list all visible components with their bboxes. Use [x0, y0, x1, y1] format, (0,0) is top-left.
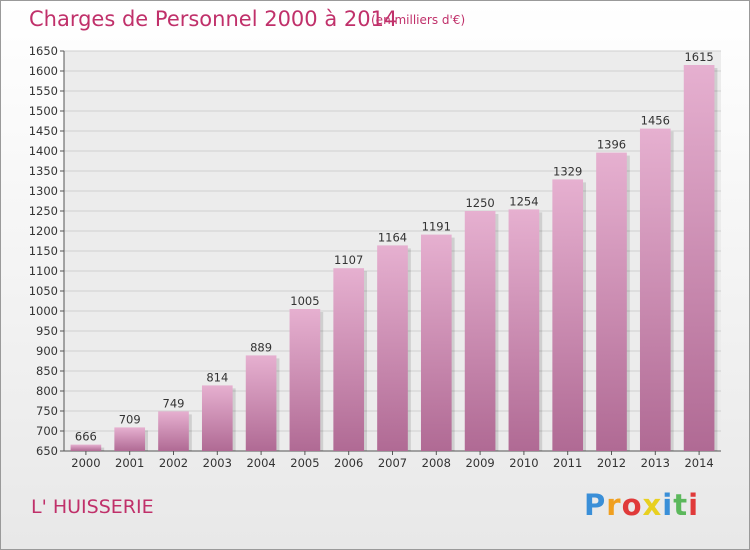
- x-tick-label: 2013: [641, 456, 670, 470]
- bar-value-label: 749: [163, 396, 185, 410]
- y-tick-label: 1150: [29, 244, 58, 258]
- bar-value-label: 1615: [684, 50, 713, 64]
- logo-letter: t: [673, 488, 689, 522]
- y-tick-label: 950: [36, 324, 58, 338]
- bar-value-label: 666: [75, 430, 97, 444]
- commune-name: L' HUISSERIE: [31, 496, 154, 518]
- x-tick-label: 2002: [159, 456, 188, 470]
- bar: [245, 355, 277, 451]
- bar-value-label: 1396: [597, 138, 626, 152]
- y-tick-label: 1300: [29, 184, 58, 198]
- bar: [464, 211, 496, 451]
- x-tick-label: 2012: [597, 456, 626, 470]
- proxiti-logo: Proxiti: [584, 488, 699, 522]
- bar: [333, 268, 365, 451]
- bar: [508, 209, 540, 451]
- bar-value-label: 1456: [641, 114, 670, 128]
- x-tick-label: 2008: [422, 456, 451, 470]
- x-tick-label: 2005: [290, 456, 319, 470]
- bar-value-label: 1254: [509, 194, 538, 208]
- y-tick-label: 1450: [29, 124, 58, 138]
- bar: [639, 128, 671, 451]
- logo-letter: x: [642, 488, 663, 522]
- y-tick-label: 1200: [29, 224, 58, 238]
- y-tick-label: 1350: [29, 164, 58, 178]
- x-tick-label: 2000: [71, 456, 100, 470]
- x-tick-label: 2003: [203, 456, 232, 470]
- bar-value-label: 889: [250, 340, 272, 354]
- y-tick-label: 1600: [29, 64, 58, 78]
- y-tick-label: 850: [36, 364, 58, 378]
- chart-subtitle: (en milliers d'€): [371, 13, 466, 27]
- x-tick-label: 2009: [465, 456, 494, 470]
- bar: [596, 152, 627, 451]
- bar-value-label: 814: [206, 370, 228, 384]
- y-tick-label: 1500: [29, 104, 58, 118]
- bar: [158, 411, 189, 451]
- logo-letter: i: [688, 488, 700, 522]
- x-tick-label: 2006: [334, 456, 363, 470]
- bar-value-label: 1164: [378, 230, 407, 244]
- x-tick-label: 2007: [378, 456, 407, 470]
- bar-value-label: 1329: [553, 164, 582, 178]
- y-tick-label: 1650: [29, 44, 58, 58]
- x-tick-label: 2014: [684, 456, 713, 470]
- y-tick-label: 650: [36, 444, 58, 458]
- x-tick-label: 2010: [509, 456, 538, 470]
- x-tick-label: 2004: [246, 456, 275, 470]
- logo-letter: r: [606, 488, 622, 522]
- y-tick-label: 1050: [29, 284, 58, 298]
- x-tick-label: 2001: [115, 456, 144, 470]
- y-tick-label: 1550: [29, 84, 58, 98]
- bar-value-label: 1005: [290, 294, 319, 308]
- y-tick-label: 1400: [29, 144, 58, 158]
- bar-value-label: 1191: [422, 220, 451, 234]
- y-tick-label: 800: [36, 384, 58, 398]
- bar-value-label: 709: [119, 412, 141, 426]
- bar: [552, 179, 584, 451]
- bar: [683, 65, 715, 451]
- bar: [289, 309, 321, 451]
- y-tick-label: 750: [36, 404, 58, 418]
- bar-value-label: 1250: [465, 196, 494, 210]
- y-tick-label: 1000: [29, 304, 58, 318]
- bar: [420, 234, 452, 451]
- bar: [201, 385, 233, 451]
- y-tick-label: 700: [36, 424, 58, 438]
- y-tick-label: 1250: [29, 204, 58, 218]
- chart-title: Charges de Personnel 2000 à 2014: [29, 7, 398, 31]
- logo-letter: i: [662, 488, 674, 522]
- y-tick-label: 900: [36, 344, 58, 358]
- bar: [377, 245, 408, 451]
- logo-letter: P: [584, 488, 607, 522]
- bar-value-label: 1107: [334, 253, 363, 267]
- bar: [114, 427, 146, 451]
- x-tick-label: 2011: [553, 456, 582, 470]
- logo-letter: o: [621, 488, 643, 522]
- y-tick-label: 1100: [29, 264, 58, 278]
- bar: [70, 444, 102, 451]
